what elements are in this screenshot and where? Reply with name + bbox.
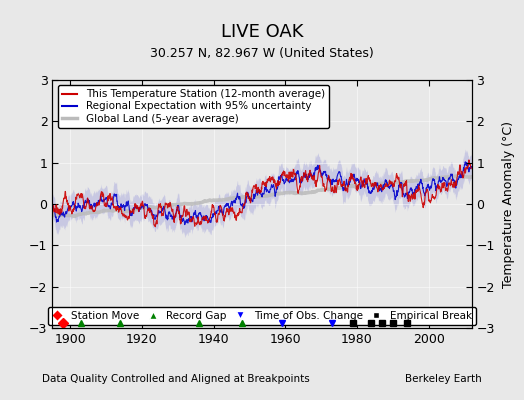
Text: Berkeley Earth: Berkeley Earth: [406, 374, 482, 384]
Legend: Station Move, Record Gap, Time of Obs. Change, Empirical Break: Station Move, Record Gap, Time of Obs. C…: [48, 307, 476, 325]
Text: Data Quality Controlled and Aligned at Breakpoints: Data Quality Controlled and Aligned at B…: [42, 374, 310, 384]
Text: 30.257 N, 82.967 W (United States): 30.257 N, 82.967 W (United States): [150, 48, 374, 60]
Y-axis label: Temperature Anomaly (°C): Temperature Anomaly (°C): [502, 120, 515, 288]
Text: LIVE OAK: LIVE OAK: [221, 23, 303, 41]
